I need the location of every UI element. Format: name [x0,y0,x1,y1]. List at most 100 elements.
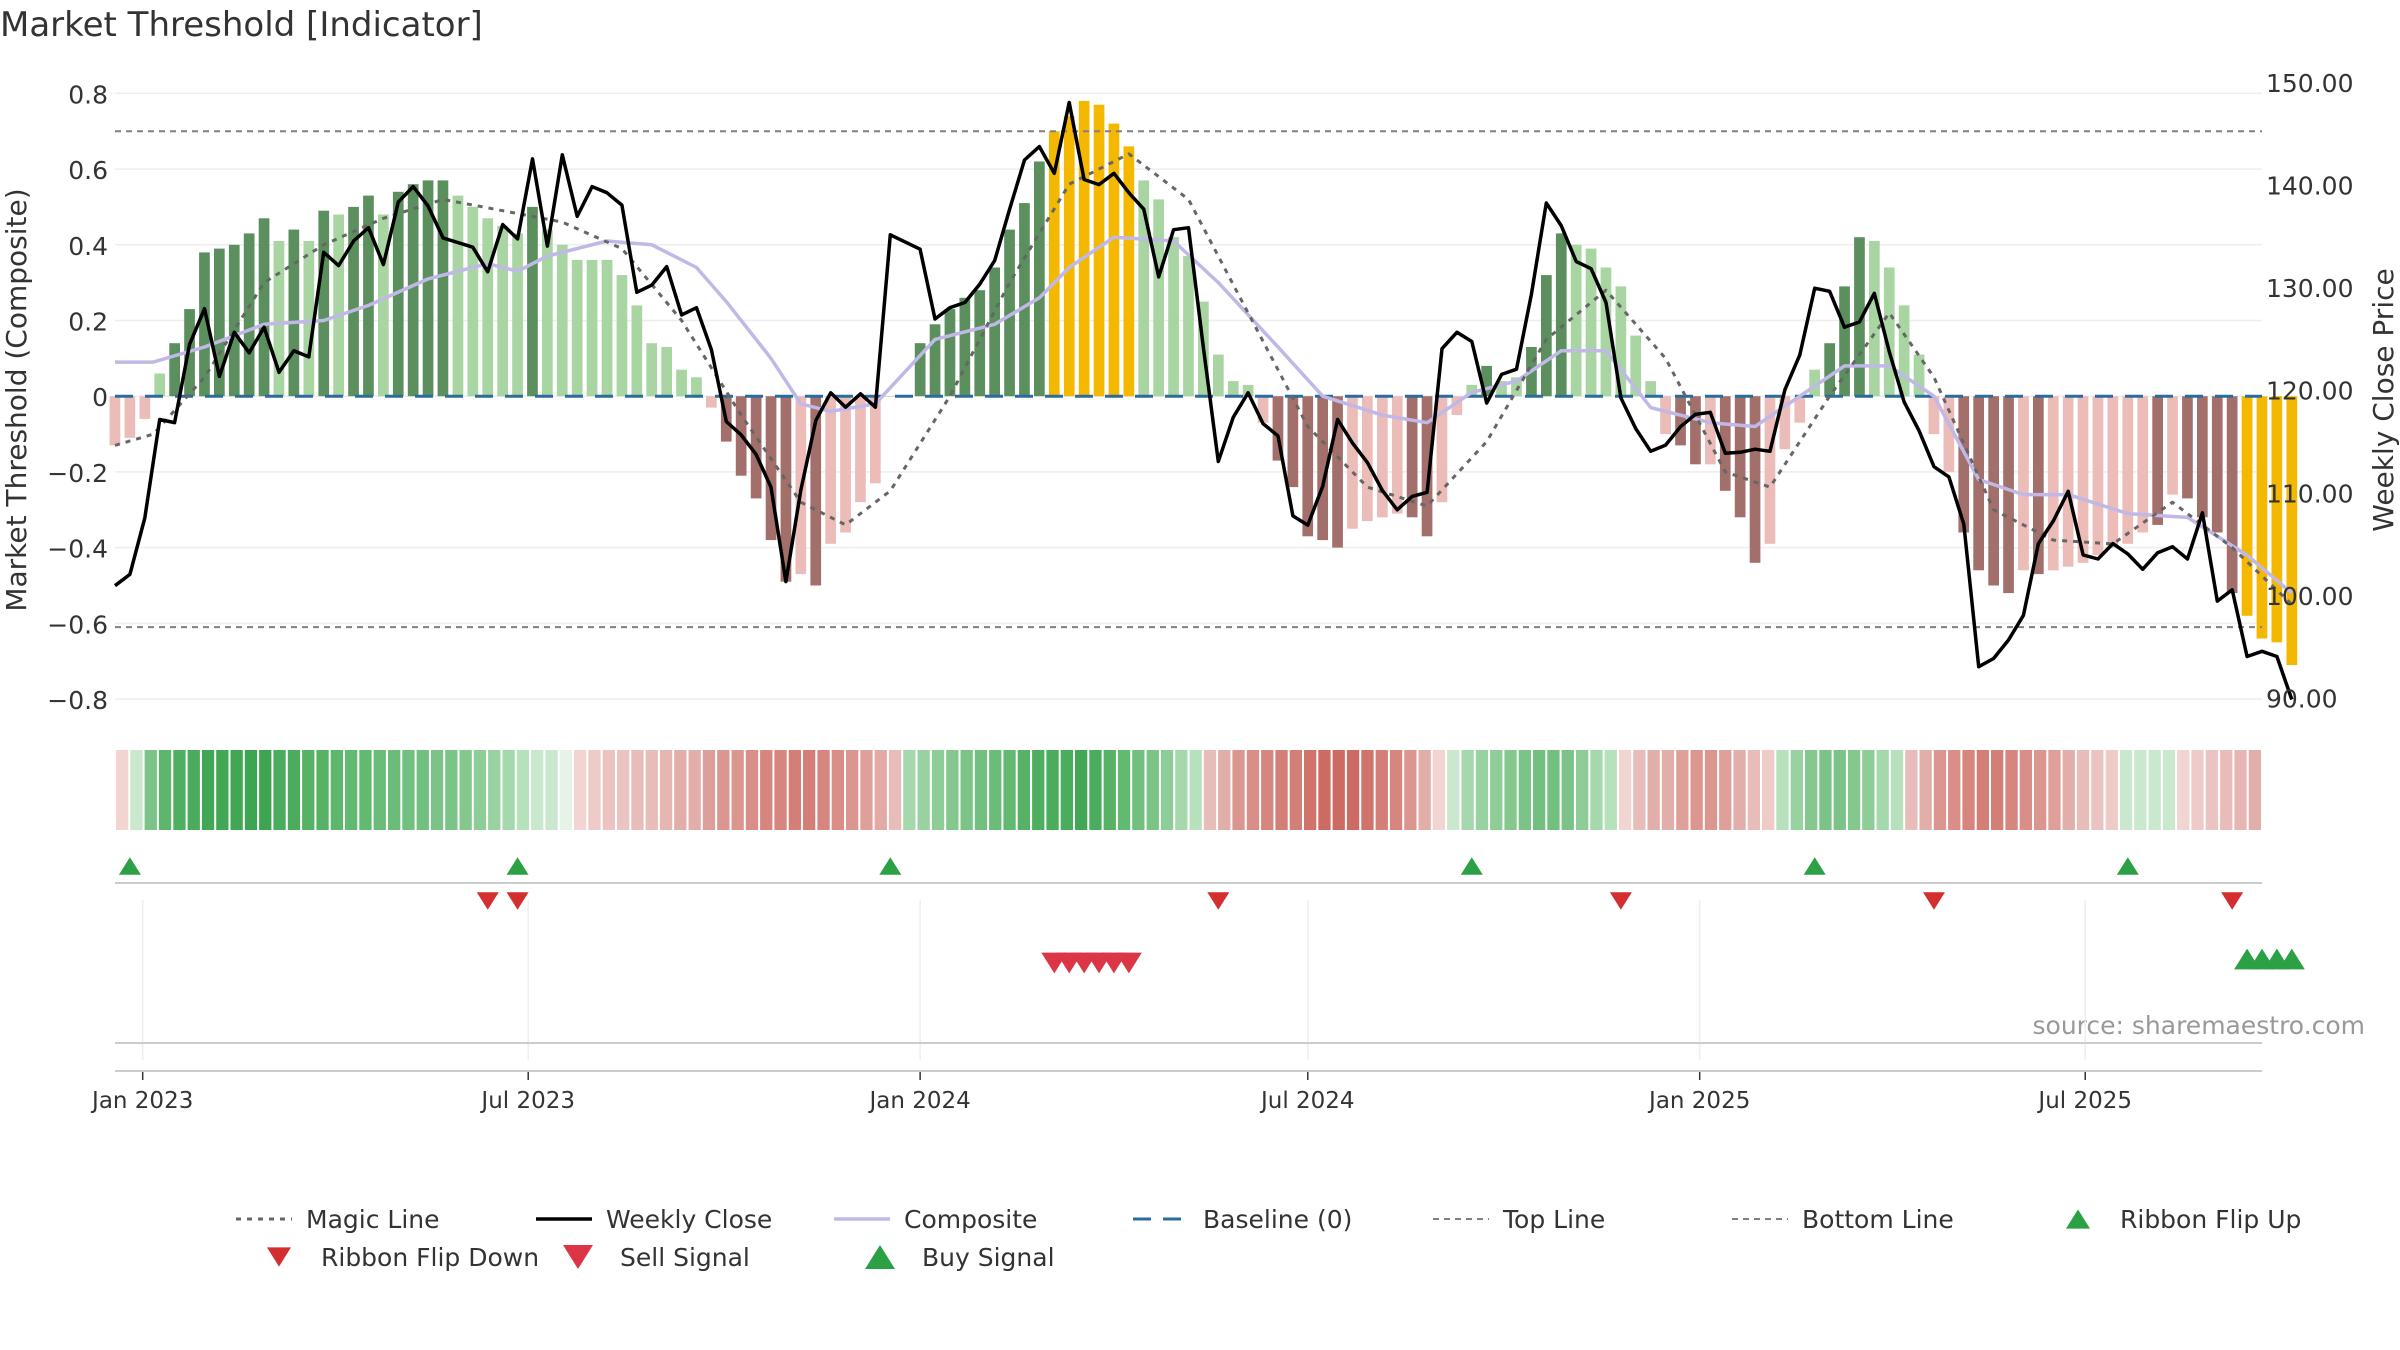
ribbon-cell [717,750,730,830]
ribbon-cell [459,750,472,830]
ribbon-cell [1117,750,1131,830]
histogram-bar [959,297,971,397]
histogram-bar [1541,275,1552,397]
x-tick-label: Jan 2023 [90,1088,193,1114]
ribbon-cell [1318,750,1331,830]
histogram-bar [691,377,702,397]
ribbon-cell [1862,750,1875,830]
histogram-bar [2092,396,2104,556]
y-axis-label-left: Market Threshold (Composite) [0,188,33,611]
ribbon-cell [1962,750,1975,830]
histogram-bar [989,267,1000,397]
ribbon-cell [846,750,859,830]
histogram-bar [139,396,151,419]
histogram-bar [2018,396,2029,571]
histogram-bar [810,396,822,586]
ribbon-cell [216,750,229,830]
ribbon-cell [1762,750,1775,830]
histogram-bar [199,252,210,397]
ribbon-cell [917,750,930,830]
histogram-bar [1615,286,1627,397]
ribbon-cell [2162,750,2176,830]
ribbon-cell [903,750,916,830]
ribbon-cell [1790,750,1803,830]
ribbon-flip-up-marker [879,857,902,875]
y-tick-label-left: 0.4 [68,232,108,261]
ribbon-cell [173,750,186,830]
histogram-bar [1451,396,1463,416]
histogram-bar [780,396,792,582]
ribbon-cell [1504,750,1517,830]
histogram-bar [1794,396,1806,423]
histogram-bar [706,396,717,408]
ribbon-cell [1976,750,1989,830]
y-tick-label-left: 0.8 [68,80,108,109]
legend-label: Ribbon Flip Up [2120,1205,2301,1234]
ribbon-cell [1261,750,1274,830]
histogram-bar [1048,131,1060,397]
ribbon-cell [1704,750,1718,830]
histogram-bar [318,210,330,397]
histogram-bar [1019,203,1030,397]
histogram-bar [676,369,687,397]
legend-label: Composite [904,1205,1037,1234]
ribbon-cell [359,750,372,830]
ribbon-cell [158,750,172,830]
histogram-bar [1570,244,1582,397]
y-axis-label-right: Weekly Close Price [2367,268,2400,531]
histogram-bar [512,233,523,397]
ribbon-cell [2091,750,2104,830]
y-tick-label-left: 0 [92,383,108,412]
histogram-bar [2122,396,2134,544]
y-tick-label-left: 0.6 [68,156,108,185]
composite-line [115,235,2293,595]
ribbon-cell [1847,750,1861,830]
ribbon-cell [345,750,358,830]
ribbon-cell [645,750,658,830]
histogram-bar [1973,396,1984,571]
ribbon-cell [1275,750,1288,830]
legend-symbol-ribbon-flip-down [267,1247,291,1267]
histogram-bar [154,373,166,397]
ribbon-flip-up-marker [118,857,141,875]
ribbon-cell [760,750,773,830]
x-tick-label: Jan 2025 [1647,1088,1750,1114]
histogram-bar [1719,396,1731,491]
ribbon-cell [674,750,687,830]
ribbon-cell [1561,750,1574,830]
ribbon-flip-down-marker [1207,892,1230,910]
ribbon-cell [402,750,415,830]
histogram-bar [1496,381,1507,397]
ribbon-cell [2191,750,2204,830]
histogram-bar [1362,396,1373,522]
histogram-bar [1630,335,1642,397]
legend-symbol-ribbon-flip-up [2066,1209,2090,1229]
ribbon-cell [817,750,830,830]
ribbon-cell [1132,750,1145,830]
ribbon-cell [731,750,744,830]
ribbon-cell [702,750,716,830]
ribbon-flip-down-marker [1922,892,1945,910]
ribbon-cell [1232,750,1245,830]
ribbon-cell [803,750,816,830]
ribbon-cell [502,750,515,830]
y-tick-label-right: 110.00 [2266,479,2353,508]
histogram-bar [1406,396,1418,518]
histogram-bar [2003,396,2014,594]
histogram-bar [243,233,255,397]
ribbon-cell [559,750,572,830]
histogram-bar [1168,237,1179,397]
legend-label: Buy Signal [922,1243,1055,1272]
histogram-bar [1764,396,1776,544]
histogram-bar [1675,396,1686,446]
histogram-bar [1898,305,1910,397]
ribbon-flip-up-marker [1460,857,1483,875]
legend-symbol-buy-signal [865,1245,895,1269]
histogram-bar [1869,241,1880,397]
histogram-bar [616,275,628,397]
histogram-bar [1988,396,1999,586]
histogram-bar [2107,396,2119,548]
histogram-bar [2137,396,2149,533]
histogram-bar [467,206,479,397]
histogram-bar [1272,396,1284,461]
